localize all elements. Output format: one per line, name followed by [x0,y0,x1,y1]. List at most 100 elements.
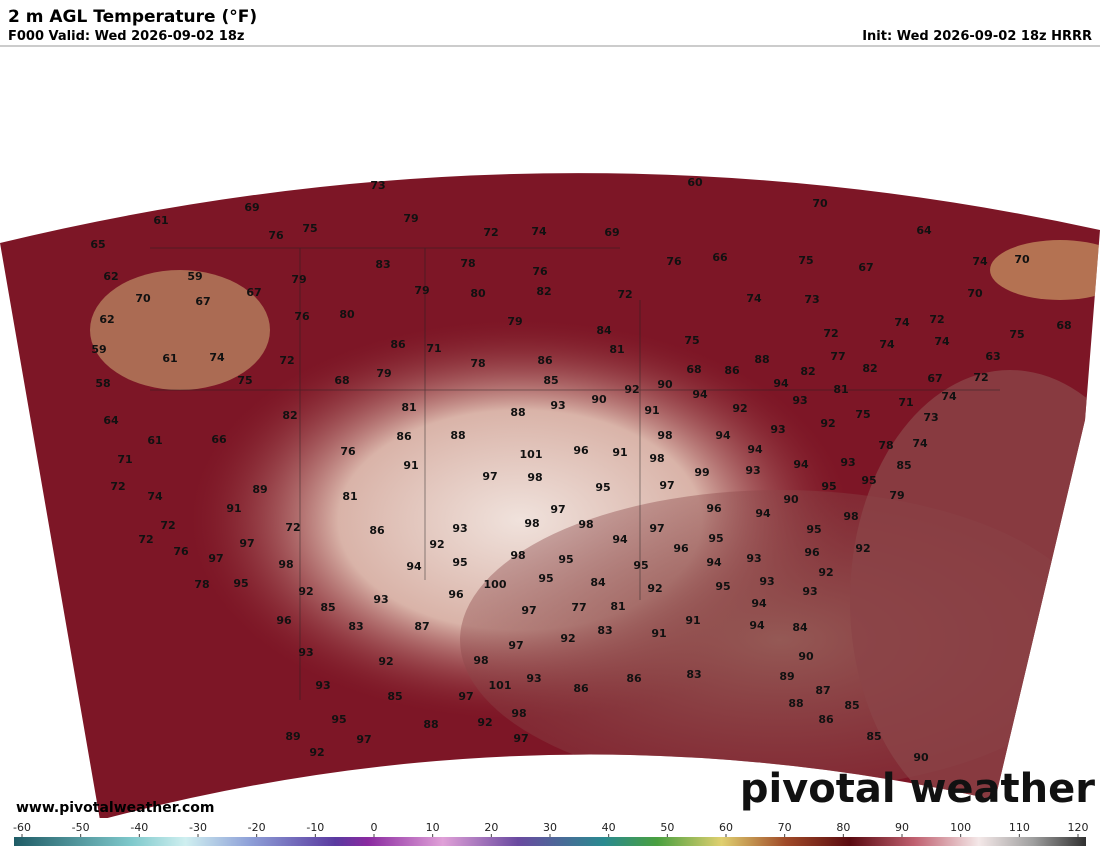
station-value: 72 [285,521,300,534]
station-value: 92 [477,716,492,729]
station-value: 72 [929,313,944,326]
station-value: 76 [294,310,310,323]
station-value: 76 [268,229,284,242]
colorbar-tick-label: 70 [778,821,792,834]
colorbar-tick-label: -50 [72,821,90,834]
station-value: 86 [396,430,412,443]
station-value: 91 [644,404,659,417]
station-value: 93 [802,585,817,598]
station-value: 83 [597,624,612,637]
station-value: 98 [657,429,672,442]
station-value: 94 [749,619,765,632]
station-value: 78 [194,578,209,591]
station-value: 77 [830,350,845,363]
station-value: 79 [403,212,418,225]
station-value: 91 [651,627,666,640]
station-value: 81 [833,383,848,396]
station-value: 67 [195,295,210,308]
station-value: 101 [489,679,512,692]
station-value: 80 [470,287,486,300]
station-value: 79 [291,273,306,286]
station-value: 96 [573,444,589,457]
cool-region [90,270,270,390]
watermark: pivotal weather [740,766,1095,812]
station-value: 72 [138,533,153,546]
station-value: 90 [657,378,673,391]
station-value: 83 [686,668,701,681]
station-value: 74 [746,292,762,305]
station-value: 95 [715,580,730,593]
station-value: 89 [252,483,267,496]
station-value: 97 [649,522,664,535]
station-value: 100 [484,578,507,591]
station-value: 94 [612,533,628,546]
station-value: 72 [160,519,175,532]
station-value: 78 [460,257,475,270]
station-value: 76 [666,255,682,268]
station-value: 75 [855,408,870,421]
station-value: 98 [578,518,593,531]
station-value: 85 [387,690,402,703]
station-value: 94 [747,443,763,456]
colorbar-tick-label: -60 [13,821,31,834]
station-value: 93 [840,456,855,469]
station-value: 73 [804,293,819,306]
station-value: 67 [858,261,873,274]
station-value: 101 [520,448,543,461]
colorbar-tick-label: 40 [602,821,616,834]
station-value: 69 [244,201,259,214]
station-value: 70 [812,197,828,210]
station-value: 95 [538,572,553,585]
station-value: 73 [923,411,938,424]
station-value: 98 [278,558,293,571]
station-value: 93 [792,394,807,407]
station-value: 93 [770,423,785,436]
station-value: 95 [861,474,876,487]
station-value: 62 [103,270,118,283]
station-value: 97 [659,479,674,492]
station-value: 92 [647,582,662,595]
station-value: 79 [889,489,904,502]
station-value: 95 [331,713,346,726]
station-value: 97 [521,604,536,617]
station-value: 72 [483,226,498,239]
title: 2 m AGL Temperature (°F) [8,7,257,27]
station-value: 81 [342,490,357,503]
station-value: 71 [426,342,441,355]
station-value: 74 [972,255,988,268]
station-value: 82 [536,285,551,298]
station-value: 72 [110,480,125,493]
station-value: 88 [788,697,803,710]
station-value: 94 [706,556,722,569]
station-value: 68 [686,363,701,376]
station-value: 59 [91,343,106,356]
station-value: 93 [526,672,541,685]
station-value: 95 [595,481,610,494]
station-value: 74 [894,316,910,329]
station-value: 72 [823,327,838,340]
station-value: 89 [779,670,794,683]
station-value: 93 [759,575,774,588]
station-value: 74 [934,335,950,348]
station-value: 97 [208,552,223,565]
station-value: 69 [604,226,619,239]
station-value: 95 [233,577,248,590]
station-value: 63 [985,350,1000,363]
station-value: 65 [90,238,105,251]
station-value: 86 [626,672,642,685]
station-value: 75 [1009,328,1024,341]
station-value: 91 [226,502,241,515]
station-value: 64 [103,414,119,427]
colorbar-tick-label: -10 [306,821,324,834]
station-value: 67 [246,286,261,299]
station-value: 75 [237,374,252,387]
station-value: 98 [511,707,526,720]
station-value: 87 [414,620,429,633]
station-value: 83 [375,258,390,271]
station-value: 86 [369,524,385,537]
station-value: 94 [751,597,767,610]
colorbar-tick-label: 20 [484,821,498,834]
station-value: 67 [927,372,942,385]
